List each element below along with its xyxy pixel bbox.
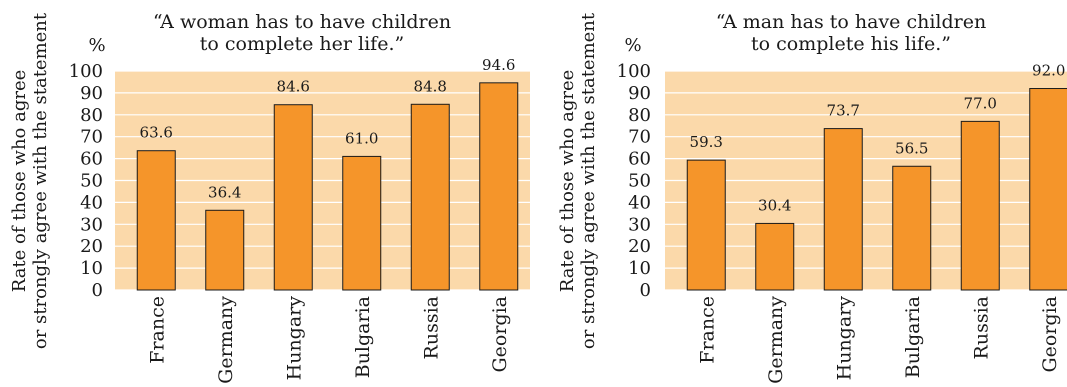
bar-hungary <box>273 104 313 291</box>
y-tick-label: 100 <box>69 61 103 82</box>
y-axis-label-line: or strongly agree with the statement <box>30 12 51 349</box>
bar-value-label: 84.8 <box>414 77 447 95</box>
bar-value-label: 73.7 <box>827 102 860 120</box>
chart-man-panel: 0 10 20 30 40 50 60 70 80 90 100% “A man has to hav… <box>548 0 1067 387</box>
y-tick-label: 70 <box>628 127 651 148</box>
y-tick-label: 40 <box>80 192 103 213</box>
bar-germany <box>755 222 795 291</box>
bar-germany <box>205 209 245 291</box>
y-tick-label: 70 <box>80 127 103 148</box>
chart-woman-panel: 0 10 20 30 40 50 60 70 80 90 100% “A woman has to h… <box>0 0 533 387</box>
y-axis-label-line: Rate of those who agree <box>557 70 578 293</box>
x-category-label: Hungary <box>283 296 305 381</box>
bar-value-label: 94.6 <box>482 56 515 74</box>
bar-value-label: 59.3 <box>690 133 723 151</box>
bar-russia <box>410 103 450 291</box>
y-tick-label: 0 <box>92 280 103 301</box>
bar-georgia <box>1029 88 1067 291</box>
bar-value-label: 77.0 <box>964 94 997 112</box>
y-tick-label: 50 <box>628 171 651 192</box>
chart-title-line: “A man has to have children <box>716 11 986 33</box>
y-tick-label: 40 <box>628 192 651 213</box>
bar-bulgaria <box>342 155 382 291</box>
bar-russia <box>960 120 1000 291</box>
x-category-label: Russia <box>970 296 992 359</box>
y-tick-label: 60 <box>628 149 651 170</box>
x-category-label: Bulgaria <box>902 296 924 378</box>
bar-hungary <box>823 128 863 291</box>
y-tick-label: 30 <box>628 214 651 235</box>
x-category-label: France <box>696 296 718 364</box>
x-category-label: Germany <box>215 296 237 384</box>
chart-title-line: “A woman has to have children <box>153 11 451 33</box>
y-tick-label: 100 <box>617 61 651 82</box>
bar-georgia <box>479 82 519 291</box>
y-axis-label-line: or strongly agree with the statement <box>578 12 599 349</box>
y-tick-label: 20 <box>80 236 103 257</box>
y-unit-label: % <box>88 35 105 56</box>
y-tick-label: 80 <box>80 105 103 126</box>
x-category-label: Bulgaria <box>352 296 374 378</box>
x-category-label: Hungary <box>833 296 855 381</box>
y-unit-label: % <box>624 35 641 56</box>
x-category-label: Russia <box>420 296 442 359</box>
y-tick-label: 50 <box>80 171 103 192</box>
bar-bulgaria <box>892 165 932 291</box>
bar-value-label: 63.6 <box>140 124 173 142</box>
bar-value-label: 61.0 <box>345 129 378 147</box>
y-tick-label: 90 <box>80 83 103 104</box>
bar-value-label: 36.4 <box>208 183 241 201</box>
y-tick-label: 60 <box>80 149 103 170</box>
x-category-label: France <box>146 296 168 364</box>
x-category-label: Germany <box>765 296 787 384</box>
y-tick-label: 0 <box>640 280 651 301</box>
y-tick-label: 30 <box>80 214 103 235</box>
y-tick-label: 20 <box>628 236 651 257</box>
x-category-label: Georgia <box>489 296 511 373</box>
chart-title-line: to complete her life.” <box>200 33 404 55</box>
y-tick-label: 10 <box>628 258 651 279</box>
y-axis-label-line: Rate of those who agree <box>9 70 30 293</box>
bar-value-label: 30.4 <box>758 196 791 214</box>
bar-france <box>136 150 176 291</box>
bar-value-label: 56.5 <box>895 139 928 157</box>
y-tick-label: 90 <box>628 83 651 104</box>
bar-value-label: 84.6 <box>277 78 310 96</box>
bar-france <box>686 159 726 291</box>
y-tick-label: 10 <box>80 258 103 279</box>
x-category-label: Georgia <box>1039 296 1061 373</box>
y-tick-label: 80 <box>628 105 651 126</box>
bar-value-label: 92.0 <box>1032 62 1065 80</box>
chart-title-line: to complete his life.” <box>751 33 951 55</box>
